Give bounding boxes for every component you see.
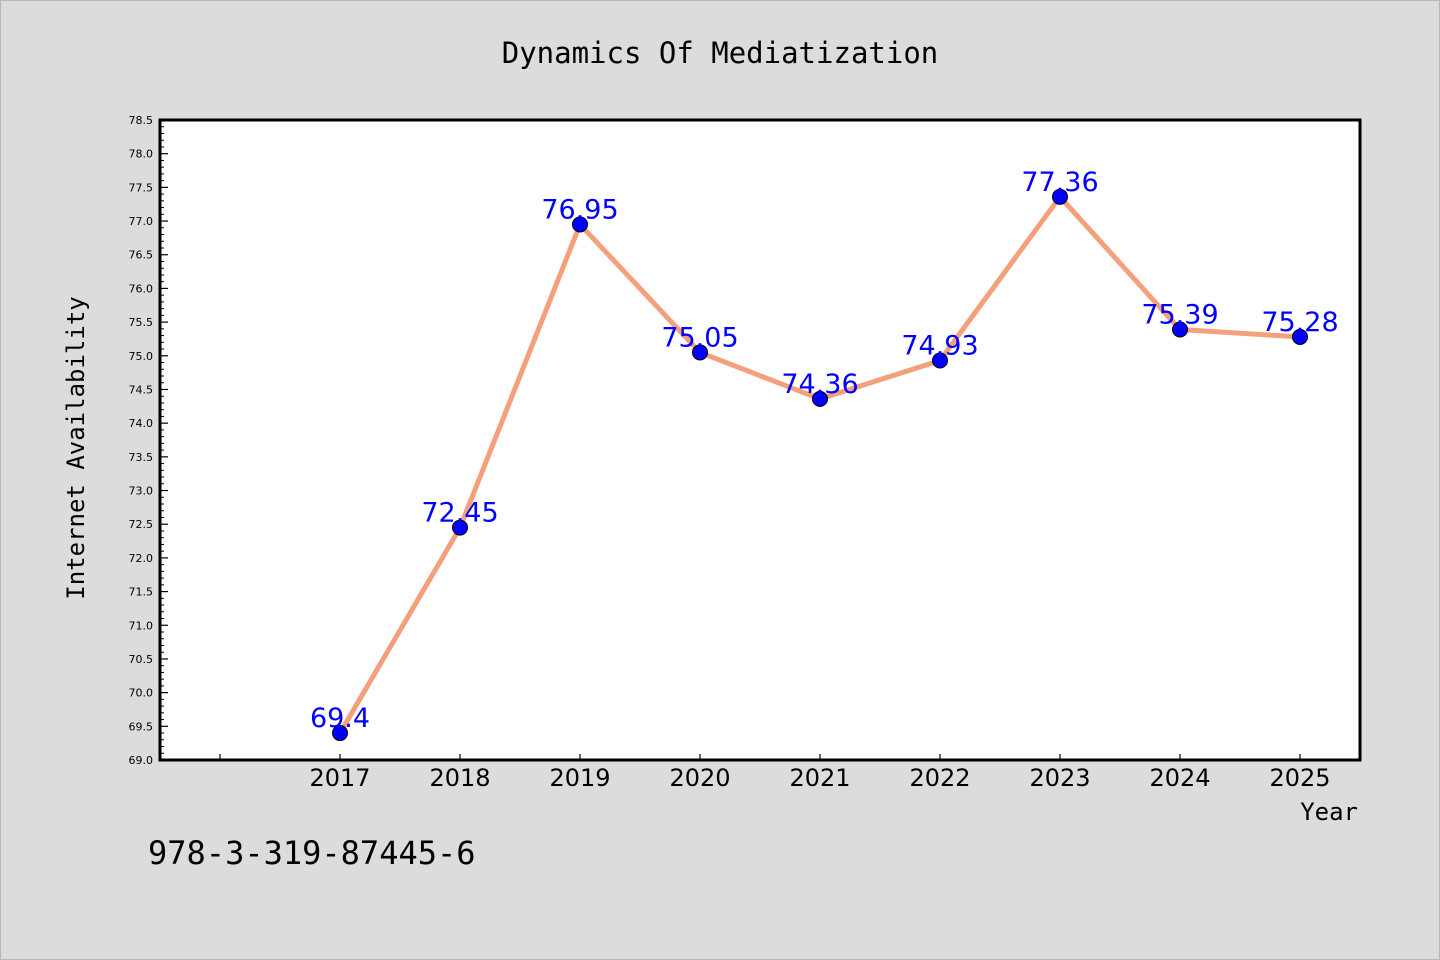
y-tick-label: 69.5 — [129, 720, 154, 733]
data-label: 75.39 — [1141, 300, 1218, 331]
y-tick-label: 77.0 — [129, 215, 154, 228]
x-tick-label: 2018 — [429, 764, 490, 792]
data-point — [572, 216, 588, 233]
y-tick-label: 76.0 — [129, 282, 154, 295]
data-labels-group: 69.4 72.45 76.95 75.05 74.36 74.93 77.36 75.39 7… — [310, 167, 1339, 734]
x-tick-label: 2023 — [1029, 764, 1090, 792]
data-label: 75.05 — [661, 322, 738, 353]
data-label: 76.95 — [541, 194, 618, 225]
y-tick-label: 72.0 — [129, 552, 154, 565]
chart-title: Dynamics Of Mediatization — [502, 36, 939, 70]
data-point — [932, 352, 948, 369]
data-point — [812, 390, 828, 407]
data-label: 75.28 — [1261, 307, 1338, 338]
y-tick-label: 72.5 — [129, 518, 154, 531]
y-tick-label: 71.0 — [129, 619, 154, 632]
data-label: 72.45 — [421, 498, 498, 529]
y-tick-label: 75.5 — [129, 316, 154, 329]
x-axis-label: Year — [1300, 798, 1358, 826]
data-label: 69.4 — [310, 703, 370, 734]
x-tick-label: 2021 — [789, 764, 850, 792]
y-tick-label: 70.5 — [129, 653, 154, 666]
y-tick-label: 75.0 — [129, 350, 154, 363]
data-point — [1052, 188, 1068, 205]
isbn-label: 978-3-319-87445-6 — [148, 834, 476, 872]
y-tick-label: 70.0 — [129, 687, 154, 700]
data-point — [452, 519, 468, 536]
plot-area — [158, 118, 1362, 762]
x-tick-label: 2024 — [1149, 764, 1210, 792]
y-tick-label: 76.5 — [129, 249, 154, 262]
x-tick-label: 2022 — [909, 764, 970, 792]
data-point — [1172, 321, 1188, 338]
x-axis: 2017 2018 2019 2020 2021 2022 2023 2024 2025 — [219, 754, 1331, 792]
data-point — [1292, 328, 1308, 345]
y-tick-label: 71.5 — [129, 586, 154, 599]
data-label: 74.93 — [901, 331, 978, 362]
data-label: 74.36 — [781, 369, 858, 400]
y-axis-label: Internet Availability — [62, 296, 90, 599]
y-tick-label: 73.0 — [129, 485, 154, 498]
y-tick-label: 74.0 — [129, 417, 154, 430]
x-tick-label: 2017 — [309, 764, 370, 792]
y-tick-label: 73.5 — [129, 451, 154, 464]
x-tick-label: 2025 — [1269, 764, 1330, 792]
y-tick-label: 74.5 — [129, 383, 154, 396]
y-axis: 69.0 69.5 70.0 70.5 71.0 71.5 72.0 72.5 73.0 73.5… — [129, 114, 168, 767]
data-point — [692, 344, 708, 361]
y-tick-label: 78.5 — [129, 114, 154, 127]
y-tick-label: 78.0 — [129, 148, 154, 161]
x-tick-label: 2020 — [669, 764, 730, 792]
markers-group — [332, 188, 1308, 742]
x-tick-label: 2019 — [549, 764, 610, 792]
y-tick-label: 69.0 — [129, 754, 154, 767]
data-point — [332, 725, 348, 742]
data-label: 77.36 — [1021, 167, 1098, 198]
y-tick-label: 77.5 — [129, 181, 154, 194]
